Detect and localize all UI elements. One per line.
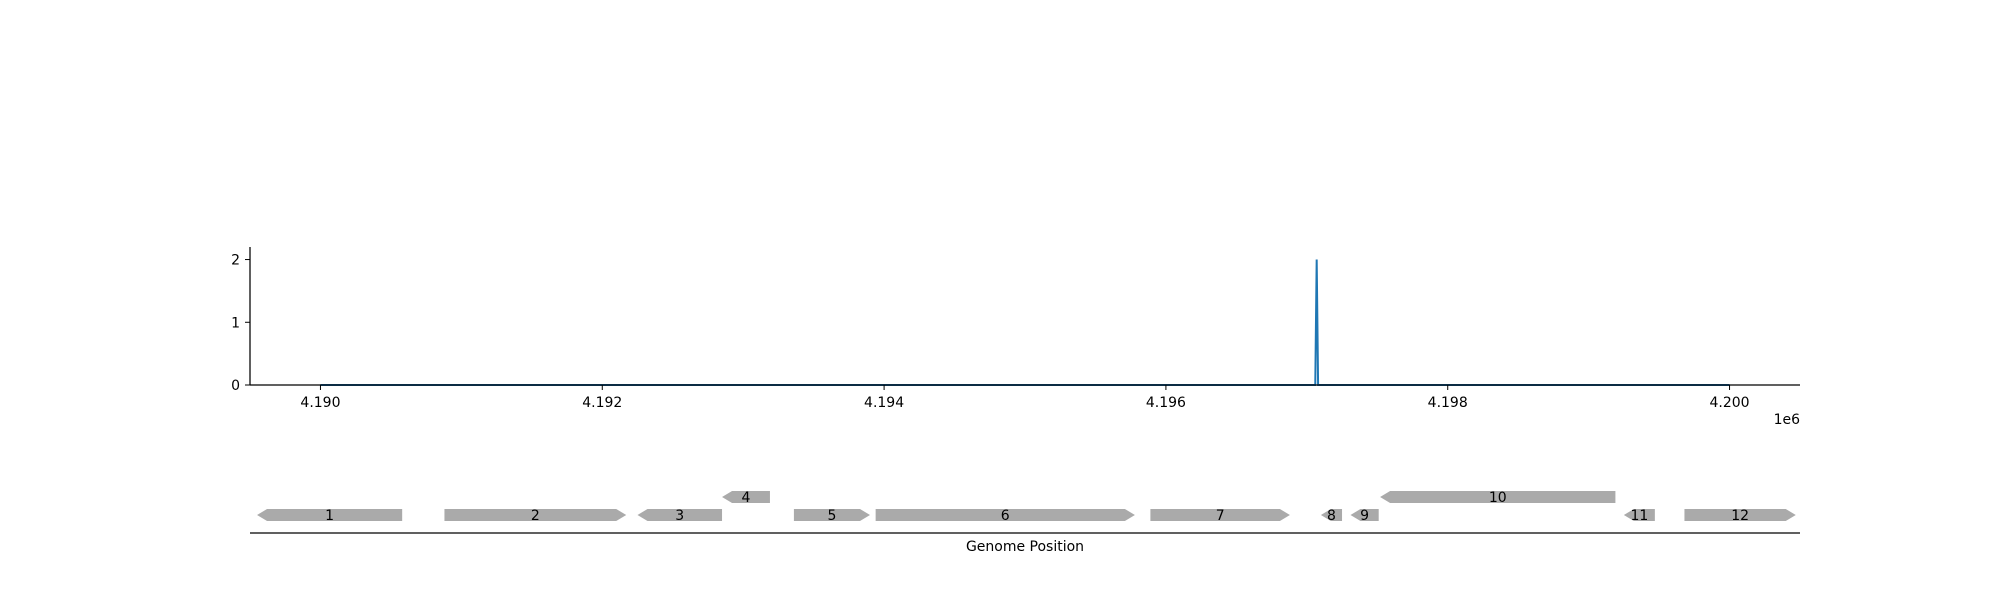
gene-arrow-9 (1350, 509, 1379, 521)
x-tick-group: 4.190 4.192 4.194 4.196 4.198 4.200 (300, 385, 1750, 411)
y-tick-group: 0 1 2 (231, 253, 250, 394)
x-tick-label: 4.200 (1709, 395, 1749, 411)
coverage-series-layer (320, 259, 1730, 386)
gene-label-6: 6 (1001, 508, 1010, 524)
x-tick-label: 4.196 (1146, 395, 1186, 411)
x-axis-label: Genome Position (966, 539, 1084, 555)
gene-label-12: 12 (1731, 508, 1749, 524)
gene-label-7: 7 (1216, 508, 1225, 524)
gene-arrow-8 (1320, 509, 1343, 521)
gene-label-1: 1 (325, 508, 334, 524)
gene-label-4: 4 (742, 490, 751, 506)
y-tick-label: 0 (231, 378, 240, 394)
gene-arrow-10 (1380, 491, 1616, 503)
x-tick-label: 4.198 (1428, 395, 1468, 411)
gene-label-3: 3 (675, 508, 684, 524)
gene-label-11: 11 (1630, 508, 1648, 524)
gene-label-10: 10 (1489, 490, 1507, 506)
gene-label-2: 2 (531, 508, 540, 524)
coverage-axes: 0 1 2 4.190 4.192 4.194 4.196 4.198 4.200 1e6 (231, 247, 1800, 428)
y-tick-label: 2 (231, 253, 240, 269)
gene-arrow-2 (444, 509, 627, 521)
x-tick-label: 4.192 (582, 395, 622, 411)
y-tick-label: 1 (231, 315, 240, 331)
gene-label-8: 8 (1327, 508, 1336, 524)
gene-label-9: 9 (1360, 508, 1369, 524)
gene-label-5: 5 (827, 508, 836, 524)
gene-arrow-6 (875, 509, 1135, 521)
gene-arrow-11 (1623, 509, 1655, 521)
gene-arrow-12 (1684, 509, 1796, 521)
gene-arrow-4 (722, 491, 770, 503)
x-tick-label: 4.190 (300, 395, 340, 411)
x-tick-label: 4.194 (864, 395, 904, 411)
gene-arrow-5 (793, 509, 870, 521)
x-axis-offset-label: 1e6 (1774, 412, 1801, 428)
coverage-line (320, 259, 1730, 386)
gene-arrow-1 (257, 509, 403, 521)
gene-arrow-7 (1150, 509, 1290, 521)
gene-arrow-3 (637, 509, 723, 521)
